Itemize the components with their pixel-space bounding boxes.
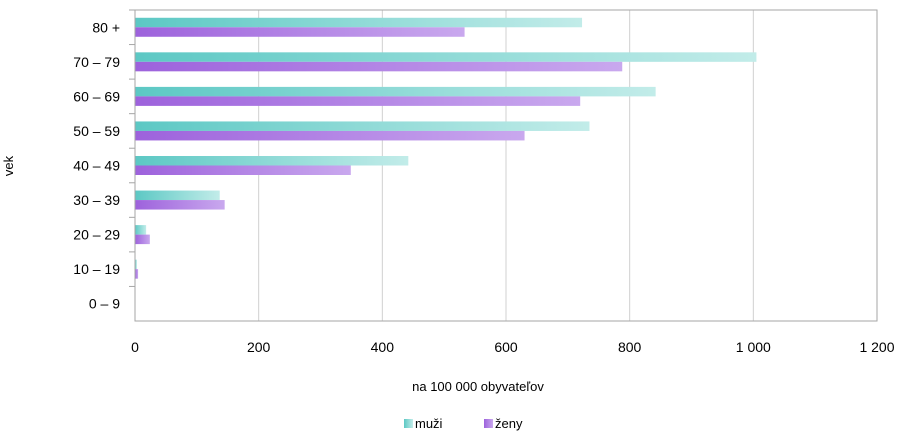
bar-zeny bbox=[135, 96, 581, 106]
y-tick-label: 50 – 59 bbox=[73, 123, 120, 139]
y-tick-label: 80 + bbox=[92, 19, 120, 35]
x-tick-label: 0 bbox=[131, 339, 139, 355]
bar-muzi bbox=[135, 17, 583, 28]
legend-label: muži bbox=[415, 416, 443, 431]
bar-zeny bbox=[135, 165, 351, 175]
y-tick-label: 10 – 19 bbox=[73, 261, 120, 277]
bar-muzi bbox=[135, 86, 656, 97]
legend: muži ženy bbox=[404, 416, 523, 431]
bar-muzi bbox=[135, 52, 757, 62]
legend-swatch bbox=[404, 419, 413, 428]
bar-zeny bbox=[135, 200, 225, 210]
axes: 0 200 400 600 800 1 000 1 200 80 + 70 – 79 60 – 6… bbox=[73, 9, 895, 355]
bar-zeny bbox=[135, 27, 465, 37]
y-tick-label: 70 – 79 bbox=[73, 54, 120, 70]
x-tick-label: 1 200 bbox=[859, 339, 894, 355]
bar-zeny bbox=[135, 269, 139, 279]
x-tick-label: 600 bbox=[494, 339, 518, 355]
legend-swatch bbox=[484, 419, 493, 428]
bar-muzi bbox=[135, 156, 409, 166]
x-tick-label: 200 bbox=[247, 339, 271, 355]
y-axis-title: vek bbox=[1, 155, 16, 176]
bar-muzi bbox=[135, 259, 137, 270]
y-tick-label: 30 – 39 bbox=[73, 192, 120, 208]
legend-label: ženy bbox=[495, 416, 523, 431]
x-axis-title: na 100 000 obyvateľov bbox=[412, 379, 544, 394]
bar-muzi bbox=[135, 225, 147, 235]
bar-zeny bbox=[135, 130, 525, 141]
bars bbox=[135, 17, 757, 279]
bar-muzi bbox=[135, 190, 220, 201]
y-tick-label: 0 – 9 bbox=[89, 296, 120, 312]
x-tick-label: 800 bbox=[618, 339, 642, 355]
y-tick-label: 40 – 49 bbox=[73, 158, 120, 174]
y-tick-label: 60 – 69 bbox=[73, 88, 120, 104]
x-tick-label: 400 bbox=[371, 339, 395, 355]
plot-border bbox=[134, 9, 878, 322]
bar-zeny bbox=[135, 234, 150, 245]
x-tick-label: 1 000 bbox=[736, 339, 771, 355]
bar-muzi bbox=[135, 121, 590, 131]
bar-zeny bbox=[135, 61, 623, 72]
y-tick-label: 20 – 29 bbox=[73, 227, 120, 243]
